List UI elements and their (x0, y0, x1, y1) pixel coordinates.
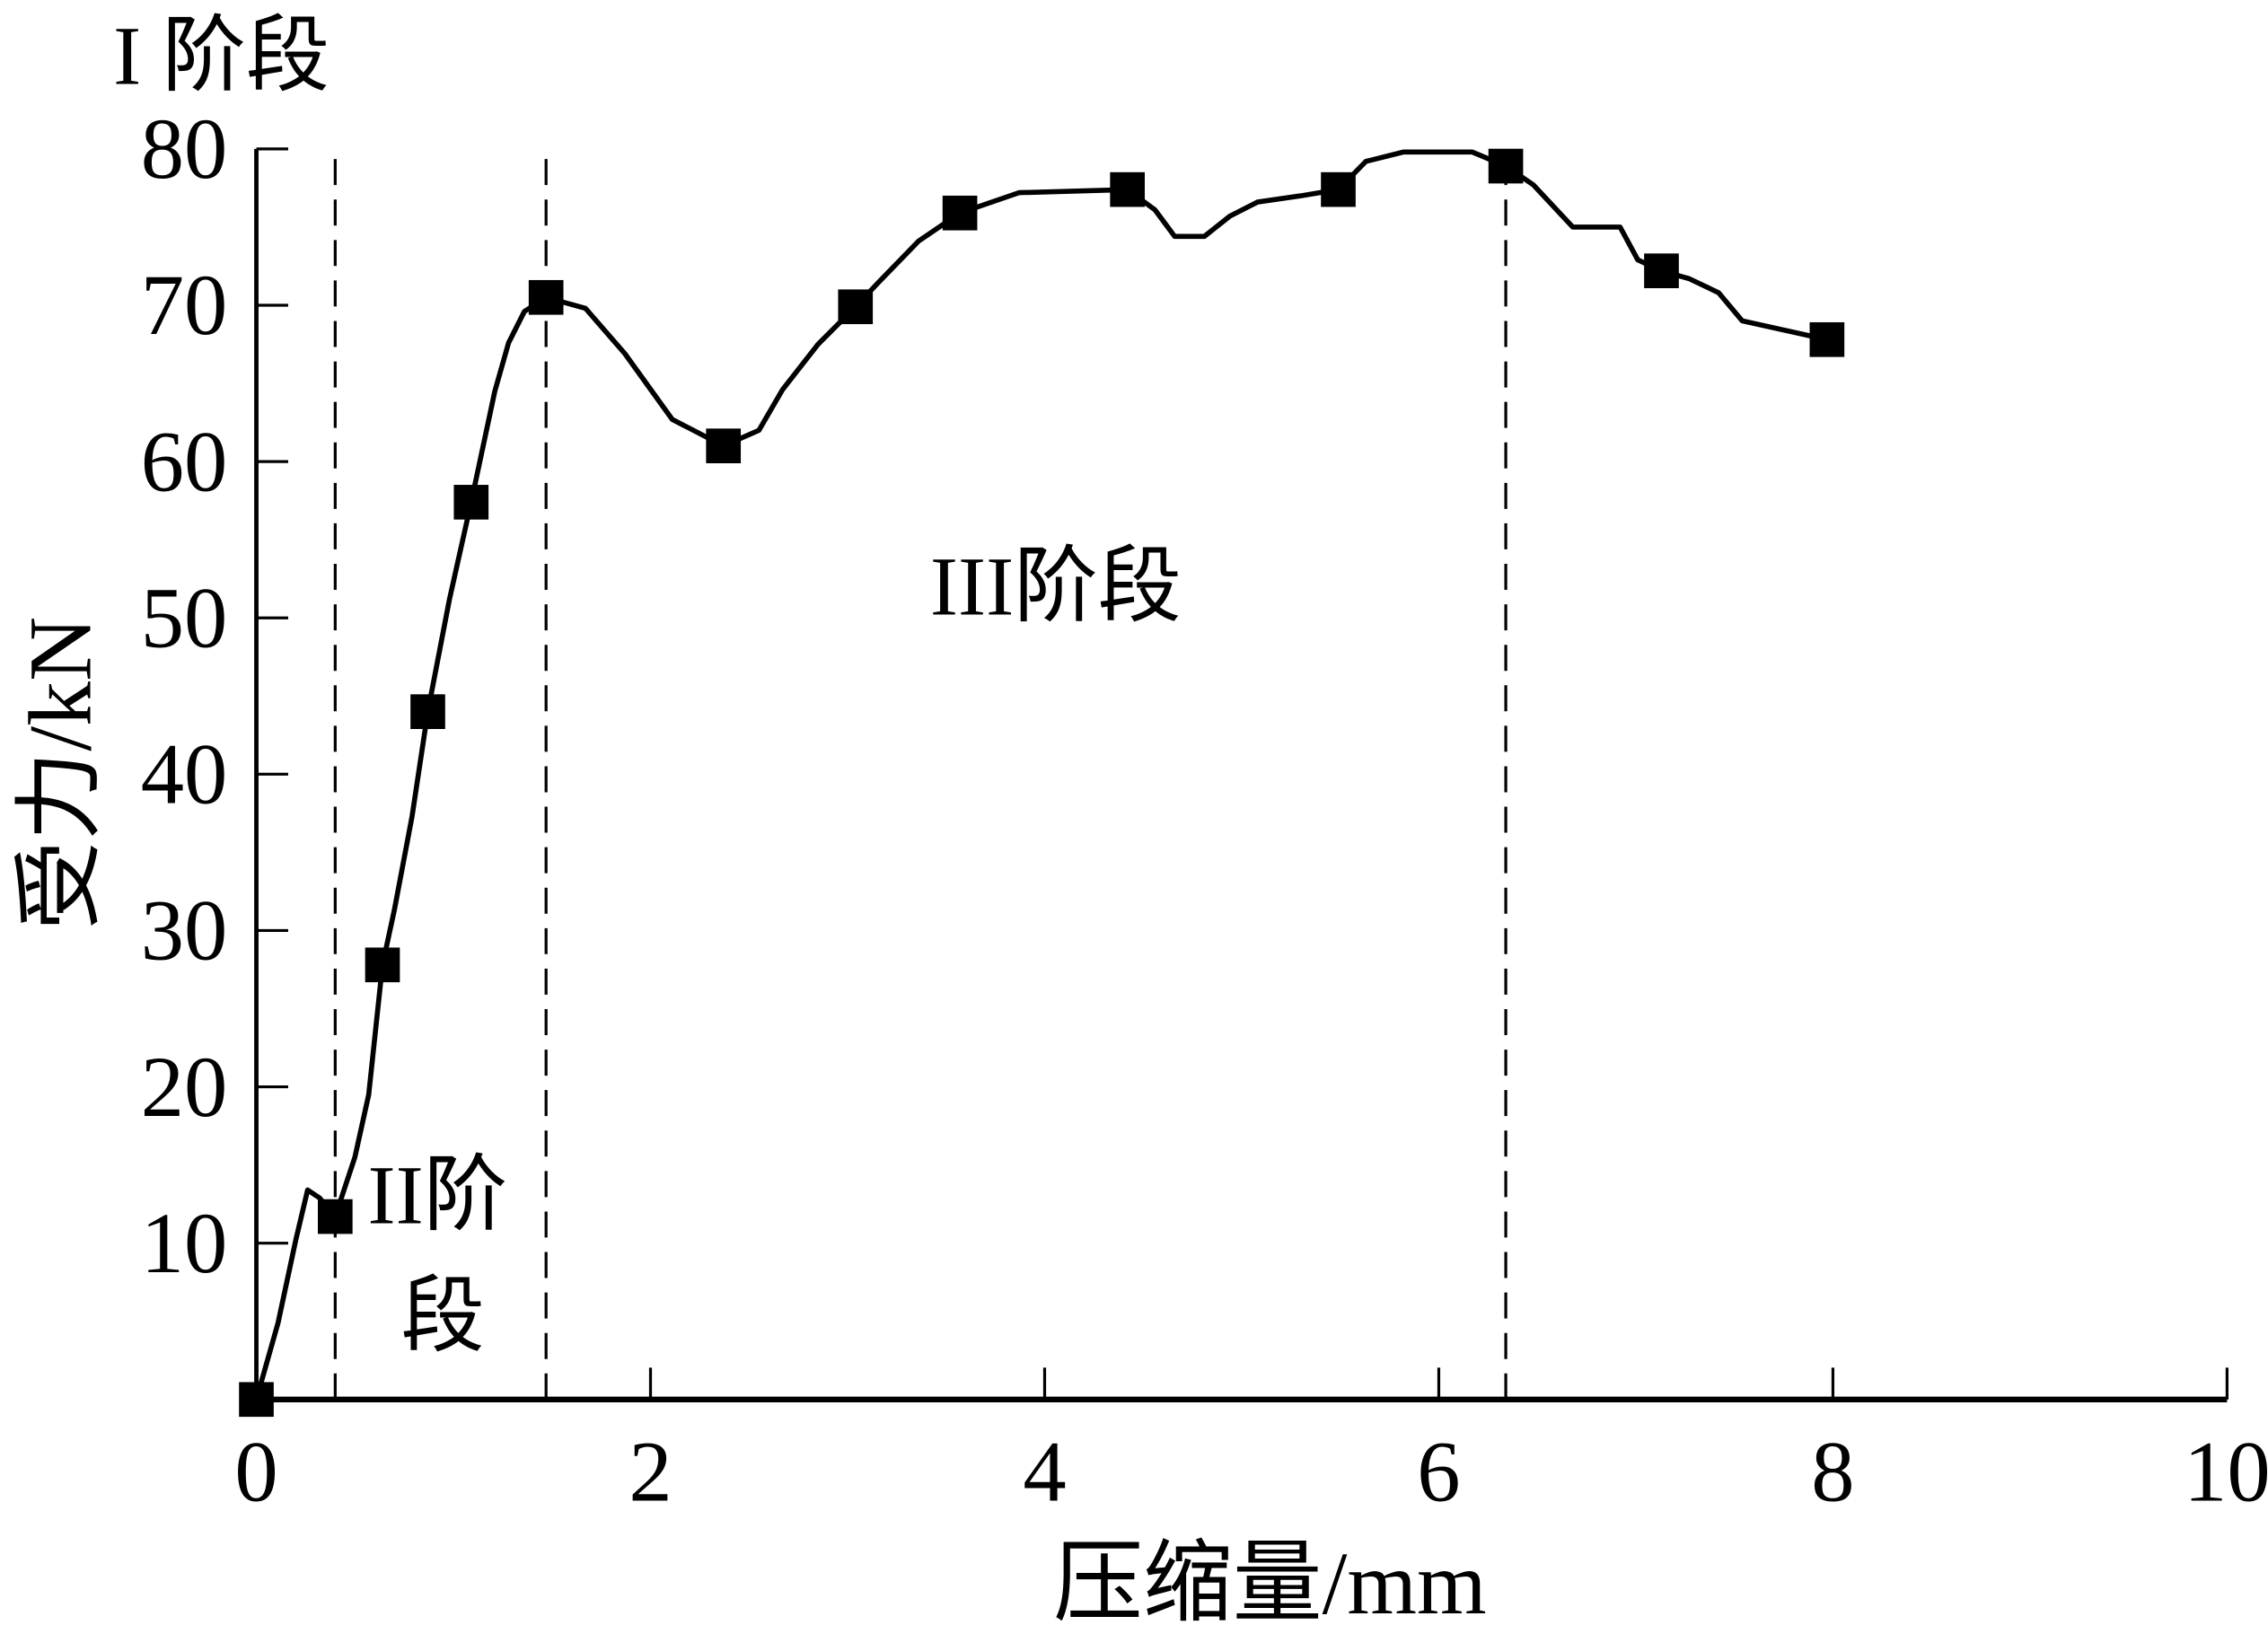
data-point-marker (706, 428, 742, 464)
data-point-marker (453, 485, 489, 520)
x-tick-label: 0 (234, 1424, 277, 1520)
data-point-marker (1488, 148, 1524, 184)
annotation-stage-2-line2: 段 (401, 1271, 485, 1364)
x-tick-label: 10 (2184, 1424, 2268, 1520)
x-tick-label: 8 (1811, 1424, 1854, 1520)
x-axis-label: 压缩量/mm (1053, 1533, 1487, 1625)
data-point-marker (942, 195, 978, 231)
y-tick-label: 10 (141, 1195, 228, 1291)
data-point-marker (838, 289, 874, 325)
y-tick-label: 30 (141, 883, 228, 979)
stage-boundary-lines (333, 148, 1508, 1400)
annotation-stage-2-line1: II阶 (368, 1149, 508, 1242)
x-tick-label: 6 (1417, 1424, 1460, 1520)
x-tick-label: 2 (629, 1424, 672, 1520)
y-tick-label: 50 (141, 569, 228, 665)
data-point-marker (1110, 171, 1145, 207)
annotation-stage-3: III阶段 (930, 540, 1182, 633)
y-tick-label: 80 (141, 101, 228, 197)
data-point-marker (1809, 321, 1845, 357)
data-point-marker (1644, 253, 1679, 288)
data-point-marker (318, 1199, 353, 1234)
y-tick-label: 70 (141, 257, 228, 353)
y-tick-label: 40 (141, 726, 228, 822)
data-point-marker (410, 694, 445, 730)
y-tick-label: 20 (141, 1039, 228, 1135)
y-tick-label: 60 (141, 413, 228, 509)
data-point-marker (239, 1382, 274, 1418)
data-point-marker (1321, 171, 1356, 207)
axes: 0 2 4 6 8 10 10 20 30 40 50 60 70 80 (141, 101, 2268, 1519)
data-series (239, 148, 1845, 1418)
data-point-marker (528, 279, 564, 315)
annotation-stage-1: I 阶段 (113, 10, 330, 102)
data-point-marker (365, 947, 400, 983)
y-axis-label: 受力/kN (10, 617, 110, 930)
x-tick-label: 4 (1023, 1424, 1066, 1520)
